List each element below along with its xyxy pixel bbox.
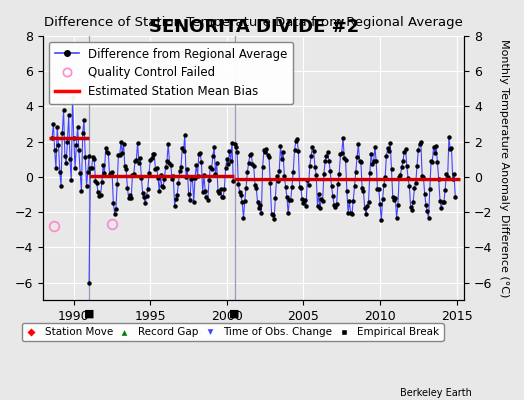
Text: ■: ■ (230, 309, 240, 319)
Text: Berkeley Earth: Berkeley Earth (400, 388, 472, 398)
Text: Difference of Station Temperature Data from Regional Average: Difference of Station Temperature Data f… (44, 16, 463, 29)
Y-axis label: Monthly Temperature Anomaly Difference (°C): Monthly Temperature Anomaly Difference (… (499, 39, 509, 297)
Legend: Station Move, Record Gap, Time of Obs. Change, Empirical Break: Station Move, Record Gap, Time of Obs. C… (21, 323, 444, 342)
Title: SENORITA DIVIDE #2: SENORITA DIVIDE #2 (149, 18, 359, 36)
Text: ■: ■ (84, 309, 94, 319)
